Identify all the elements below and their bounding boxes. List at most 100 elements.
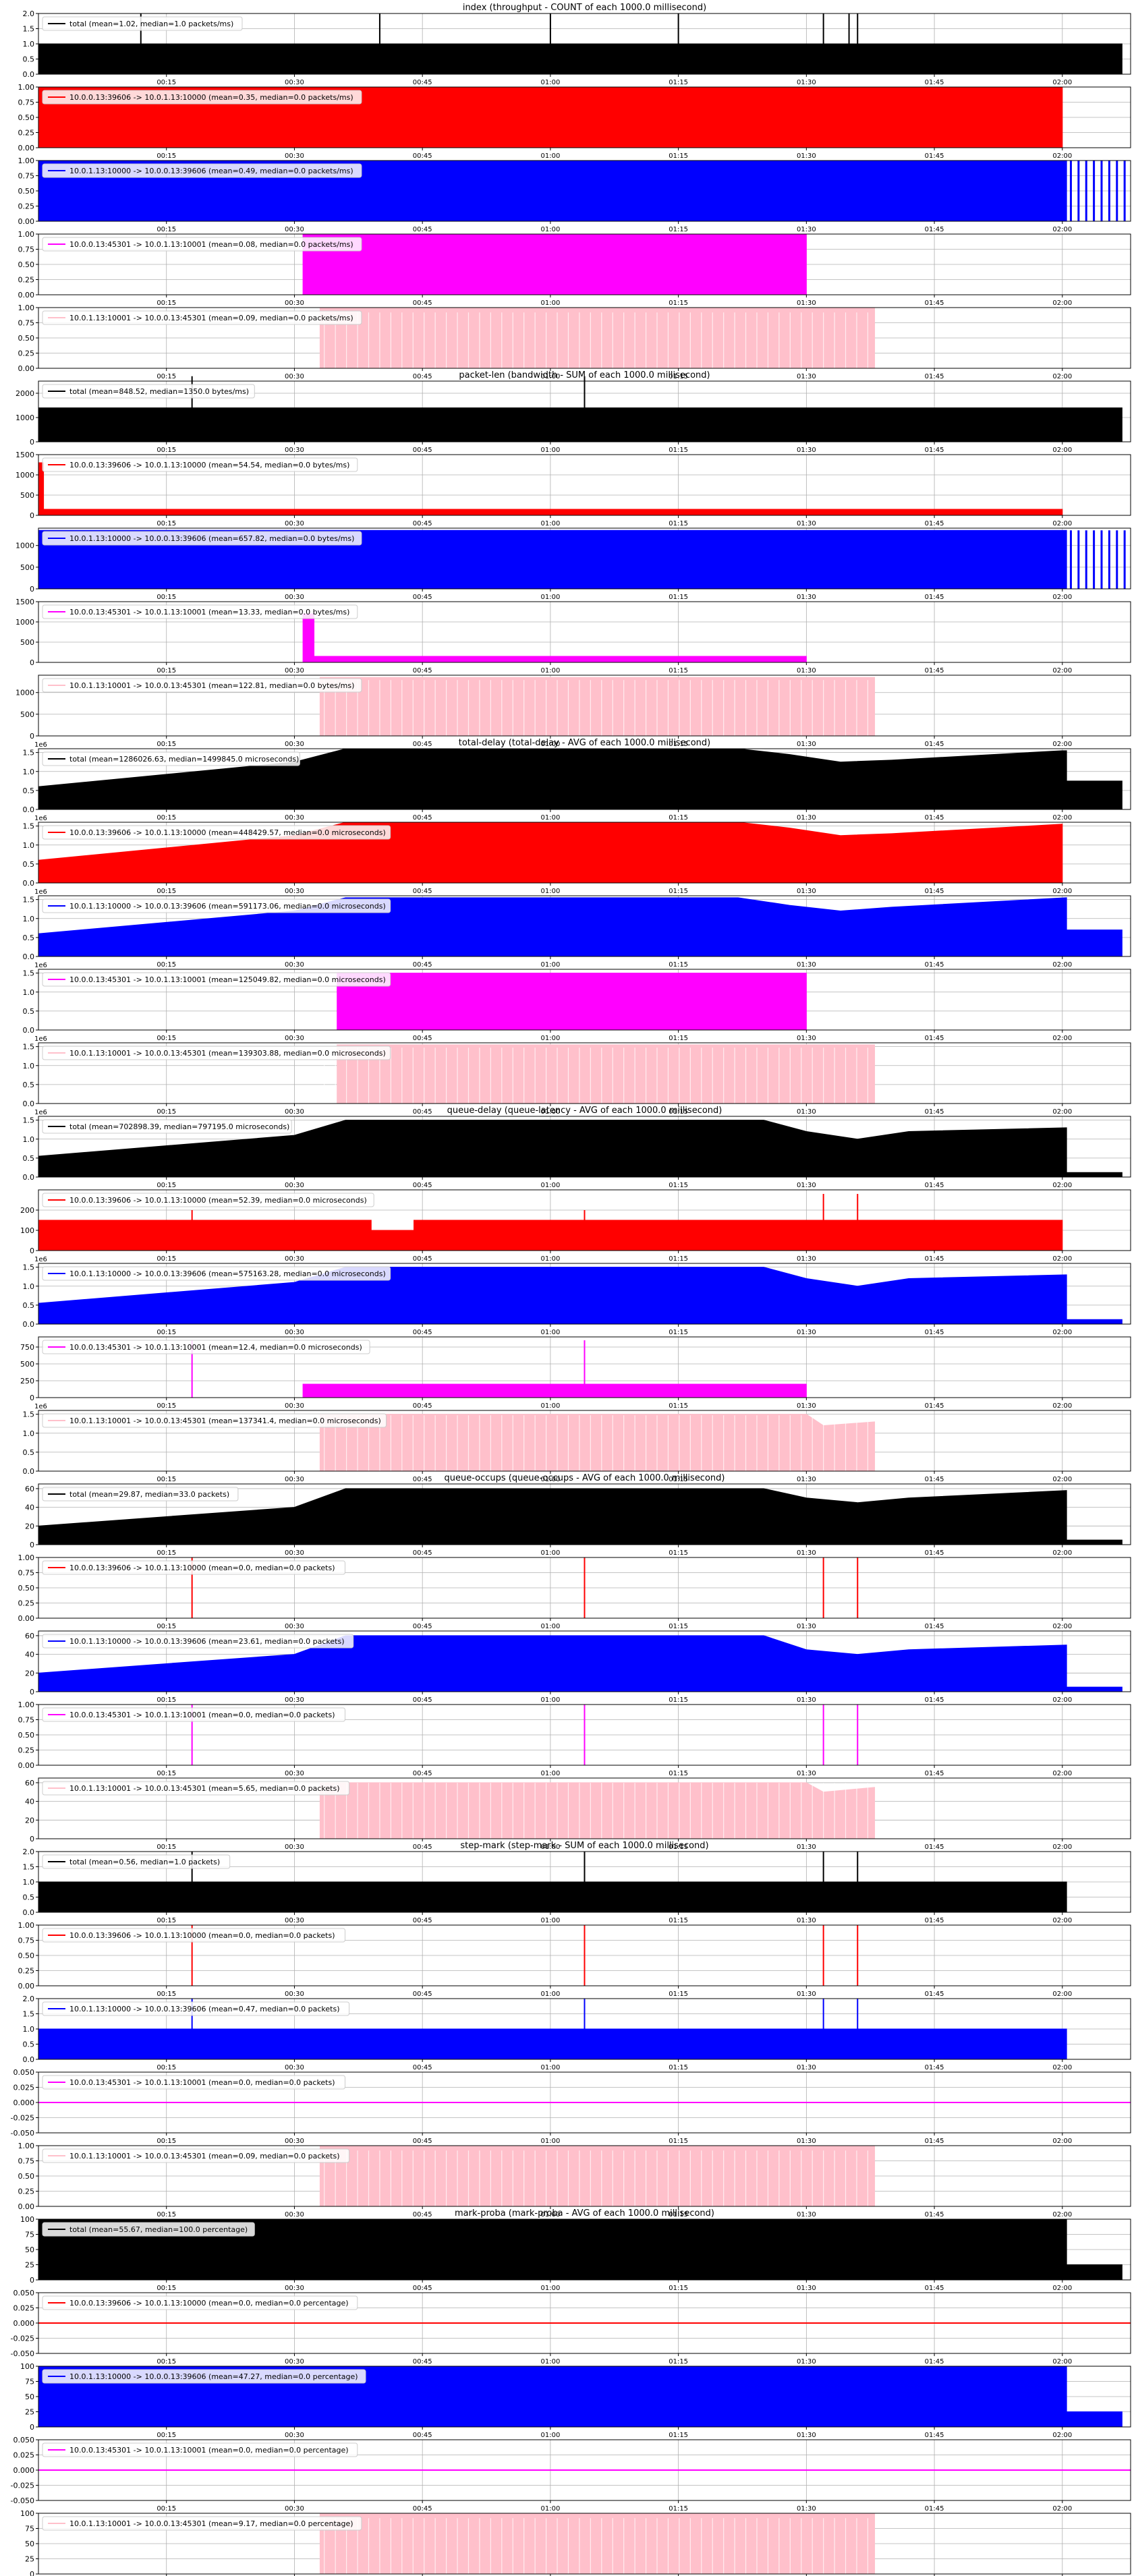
y-tick-label: 0.00	[18, 144, 35, 152]
x-tick-label: 01:15	[669, 2285, 688, 2292]
x-tick-label: 01:45	[925, 1770, 944, 1777]
section-title: packet-len (bandwidth - SUM of each 1000…	[459, 370, 710, 380]
x-tick-label: 01:30	[797, 299, 816, 307]
y-tick-label: -0.025	[11, 2482, 34, 2490]
x-tick-label: 01:30	[797, 741, 816, 748]
x-tick-label: 01:45	[925, 1917, 944, 1924]
y-tick-label: 40	[25, 1504, 34, 1512]
y-tick-label: 1.00	[18, 83, 35, 92]
y-offset-label: 1e6	[34, 1403, 47, 1410]
x-tick-label: 00:30	[285, 961, 304, 969]
legend-box	[42, 1340, 370, 1354]
x-tick-label: 01:15	[669, 1255, 688, 1263]
y-tick-label: 0.50	[18, 260, 35, 269]
axes-frame	[38, 1483, 1131, 1545]
y-tick-label: -0.050	[11, 2129, 34, 2138]
y-tick-label: 1.0	[23, 1062, 35, 1070]
y-tick-label: 0	[30, 438, 34, 447]
y-tick-label: 25	[25, 2555, 34, 2564]
y-tick-label: 1.0	[23, 841, 35, 850]
x-tick-label: 00:30	[285, 2211, 304, 2219]
x-tick-label: 01:30	[797, 79, 816, 86]
x-tick-label: 00:45	[413, 1770, 432, 1777]
x-tick-label: 01:30	[797, 1476, 816, 1483]
x-tick-label: 00:15	[157, 2358, 176, 2366]
x-tick-label: 02:00	[1052, 1770, 1072, 1777]
panel-4-0: 0 20 40 60 00:15 00:30 00:45 01:00 01:15 01:30 01:…	[25, 1473, 1131, 1557]
x-tick-label: 01:30	[797, 1917, 816, 1924]
y-tick-label: 50	[25, 2245, 34, 2254]
y-tick-label: 1000	[16, 542, 34, 550]
x-tick-label: 00:45	[413, 447, 432, 454]
x-tick-label: 01:45	[925, 814, 944, 822]
legend-label: 10.0.0.13:45301 -> 10.0.1.13:10001 (mean…	[69, 1711, 335, 1719]
legend-box	[42, 163, 362, 178]
x-tick-label: 00:30	[285, 226, 304, 233]
x-tick-label: 01:15	[669, 1770, 688, 1777]
x-tick-label: 00:45	[413, 1182, 432, 1189]
x-tick-label: 01:00	[540, 1329, 560, 1336]
x-tick-label: 01:00	[540, 79, 560, 86]
y-tick-label: 0.5	[23, 1301, 35, 1310]
x-tick-label: 00:15	[157, 1843, 176, 1851]
section-title: queue-delay (queue-latency - AVG of each…	[447, 1106, 722, 1116]
y-tick-label: 0.25	[18, 1599, 35, 1608]
y-tick-label: 0.5	[23, 860, 35, 869]
y-tick-label: 1.00	[18, 304, 35, 312]
x-tick-label: 00:45	[413, 79, 432, 86]
y-tick-label: 1.5	[23, 749, 35, 757]
x-tick-label: 00:45	[413, 2505, 432, 2513]
x-tick-label: 00:45	[413, 152, 432, 160]
y-tick-label: 0	[30, 2570, 34, 2576]
x-tick-label: 02:00	[1052, 2064, 1072, 2071]
x-tick-label: 01:30	[797, 2064, 816, 2071]
legend-box	[42, 1193, 374, 1207]
axes-frame	[38, 527, 1131, 590]
axes-frame	[38, 1630, 1131, 1692]
x-tick-label: 01:30	[797, 814, 816, 822]
x-tick-label: 00:30	[285, 1108, 304, 1116]
legend-box	[42, 2075, 345, 2090]
section-title: mark-proba (mark-proba - AVG of each 100…	[455, 2208, 714, 2219]
y-tick-label: 0.50	[18, 1731, 35, 1740]
section-title: step-mark (step-mark - SUM of each 1000.…	[460, 1841, 708, 1851]
panel-4-3: 0.00 0.25 0.50 0.75 1.00 00:15 00:30 00:45 01:00…	[18, 1700, 1131, 1777]
x-tick-label: 01:15	[669, 520, 688, 527]
legend-label: 10.0.0.13:39606 -> 10.0.1.13:10000 (mean…	[69, 461, 349, 469]
legend-box	[42, 2148, 350, 2163]
x-tick-label: 00:15	[157, 2285, 176, 2292]
x-tick-label: 01:30	[797, 1843, 816, 1851]
panel-5-4: 0.00 0.25 0.50 0.75 1.00 00:15 00:30 00:45 01:00…	[18, 2142, 1131, 2219]
y-tick-label: 0	[30, 2423, 34, 2432]
x-tick-label: 01:45	[925, 667, 944, 675]
x-tick-label: 01:30	[797, 1255, 816, 1263]
legend-label: 10.0.0.13:39606 -> 10.0.1.13:10000 (mean…	[69, 1196, 367, 1205]
y-tick-label: 0.25	[18, 349, 35, 358]
x-tick-label: 02:00	[1052, 1329, 1072, 1336]
x-tick-label: 01:00	[540, 447, 560, 454]
y-tick-label: -0.025	[11, 2335, 34, 2343]
x-tick-label: 01:30	[797, 1623, 816, 1630]
x-tick-label: 00:45	[413, 888, 432, 895]
y-tick-label: 50	[25, 2540, 34, 2548]
x-tick-label: 00:45	[413, 961, 432, 969]
x-tick-label: 00:15	[157, 888, 176, 895]
y-tick-label: 0	[30, 2276, 34, 2285]
x-tick-label: 01:45	[925, 226, 944, 233]
legend-box	[42, 1707, 345, 1722]
legend-box	[42, 972, 391, 987]
x-tick-label: 00:45	[413, 741, 432, 748]
x-tick-label: 02:00	[1052, 1476, 1072, 1483]
x-tick-label: 02:00	[1052, 1696, 1072, 1704]
x-tick-label: 01:30	[797, 2211, 816, 2219]
x-tick-label: 02:00	[1052, 1108, 1072, 1116]
x-tick-label: 00:30	[285, 741, 304, 748]
y-tick-label: 0.00	[18, 291, 35, 299]
x-tick-label: 01:15	[669, 226, 688, 233]
y-tick-label: 0.0	[23, 1320, 35, 1329]
legend-box	[42, 310, 362, 325]
x-tick-label: 00:30	[285, 1182, 304, 1189]
x-tick-label: 01:30	[797, 1182, 816, 1189]
